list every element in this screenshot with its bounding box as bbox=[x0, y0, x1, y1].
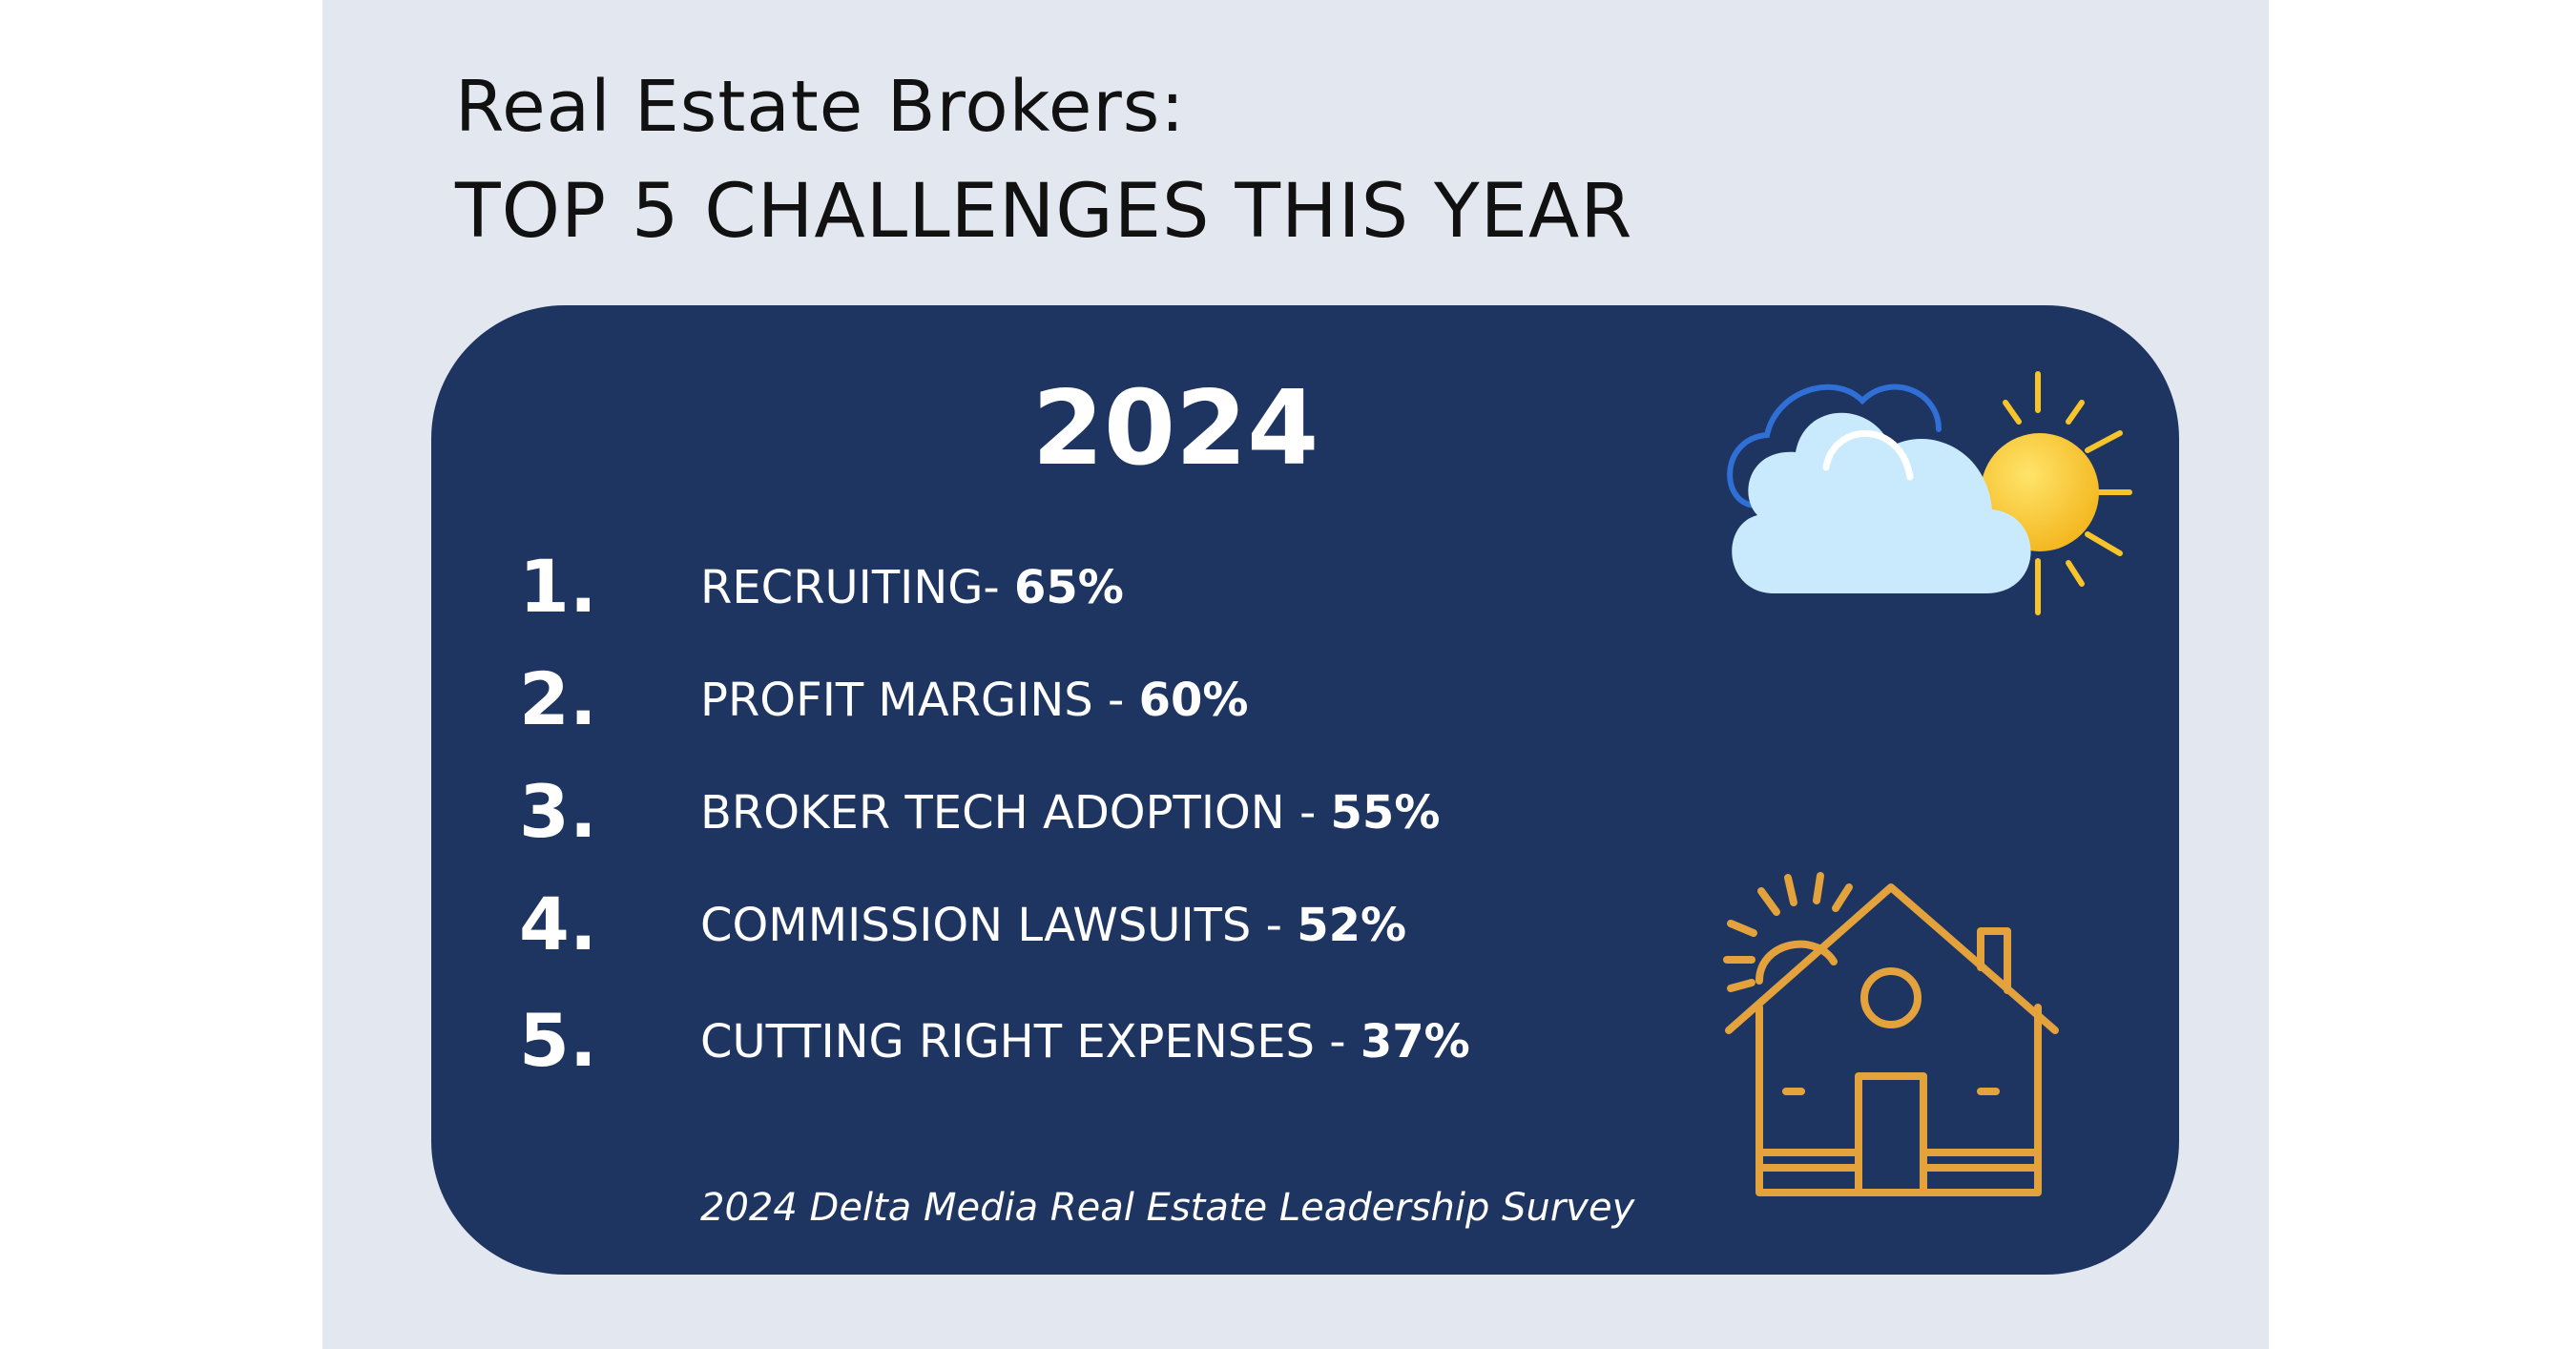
challenges-list: 1. RECRUITING- 65% 2. PROFIT MARGINS - 6… bbox=[431, 305, 2179, 1275]
item-label: CUTTING RIGHT EXPENSES - 37% bbox=[700, 1015, 1470, 1069]
item-number: 4. bbox=[519, 882, 597, 966]
item-percent: 65% bbox=[1014, 561, 1124, 614]
item-label: RECRUITING- 65% bbox=[700, 561, 1124, 614]
item-percent: 60% bbox=[1138, 674, 1249, 727]
list-item: 2. PROFIT MARGINS - 60% bbox=[431, 656, 1862, 742]
list-item: 1. RECRUITING- 65% bbox=[431, 544, 1862, 630]
item-number: 1. bbox=[519, 544, 597, 629]
item-percent: 55% bbox=[1330, 786, 1441, 840]
list-item: 3. BROKER TECH ADOPTION - 55% bbox=[431, 769, 1862, 855]
house-icon bbox=[1723, 872, 2059, 1196]
list-item: 4. COMMISSION LAWSUITS - 52% bbox=[431, 882, 1862, 967]
list-item: 5. CUTTING RIGHT EXPENSES - 37% bbox=[431, 998, 1862, 1084]
item-number: 2. bbox=[519, 656, 597, 741]
item-label: BROKER TECH ADOPTION - 55% bbox=[700, 786, 1441, 840]
item-label: PROFIT MARGINS - 60% bbox=[700, 674, 1249, 727]
title-line-2: TOP 5 CHALLENGES THIS YEAR bbox=[455, 169, 1633, 255]
page-title: Real Estate Brokers: TOP 5 CHALLENGES TH… bbox=[455, 55, 1632, 265]
item-percent: 37% bbox=[1360, 1015, 1470, 1069]
year-heading: 2024 bbox=[1031, 369, 1319, 488]
item-number: 5. bbox=[519, 998, 597, 1083]
item-percent: 52% bbox=[1297, 899, 1407, 952]
source-caption: 2024 Delta Media Real Estate Leadership … bbox=[700, 1186, 1635, 1230]
title-line-1: Real Estate Brokers: bbox=[455, 66, 1186, 148]
item-label: COMMISSION LAWSUITS - 52% bbox=[700, 899, 1407, 952]
cloud-sun-icon bbox=[1727, 371, 2132, 615]
challenges-card: 2024 1. RECRUITING- 65% 2. PROFIT MARGIN… bbox=[431, 305, 2179, 1275]
item-number: 3. bbox=[519, 769, 597, 854]
